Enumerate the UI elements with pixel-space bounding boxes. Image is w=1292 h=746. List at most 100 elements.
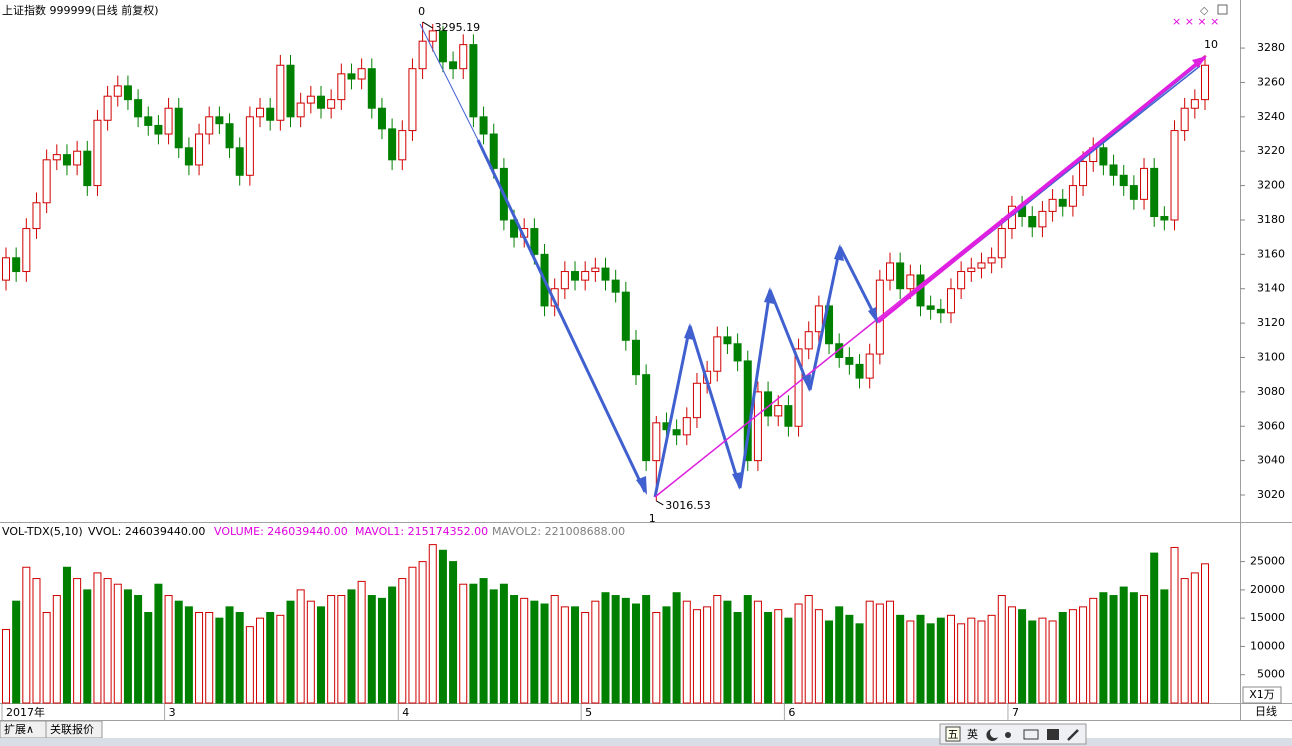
candle-body xyxy=(367,68,376,109)
volume-bar xyxy=(12,600,21,704)
wave-label: 1 xyxy=(649,512,656,525)
candle-body xyxy=(103,95,112,121)
ime-icon[interactable] xyxy=(1047,729,1059,740)
candle-body xyxy=(225,123,234,149)
candle-body xyxy=(1099,147,1108,166)
volume-bar xyxy=(896,614,905,704)
candle-body xyxy=(713,336,722,372)
candle-body xyxy=(774,405,783,417)
ime-icon[interactable] xyxy=(1023,729,1039,740)
x-tick-label: 7 xyxy=(1012,706,1019,719)
volume-bar xyxy=(1007,606,1016,704)
candle-body xyxy=(134,99,143,118)
candle-body xyxy=(144,116,153,126)
candle-body xyxy=(296,102,305,118)
candle-body xyxy=(997,228,1006,259)
candle-body xyxy=(286,64,295,118)
candle-body xyxy=(408,68,417,132)
volume-bar xyxy=(997,595,1006,704)
wave-line xyxy=(808,246,842,391)
volume-bar xyxy=(73,578,82,704)
candle-body xyxy=(845,356,854,365)
volume-bar xyxy=(205,612,214,704)
volume-bar xyxy=(286,600,295,704)
candle-body xyxy=(1140,167,1149,200)
volume-bar xyxy=(1170,546,1179,704)
candle-body xyxy=(591,267,600,273)
volume-bar xyxy=(327,595,336,704)
candle-body xyxy=(377,107,386,130)
volume-bar xyxy=(540,603,549,704)
period[interactable]: 日线 xyxy=(1255,704,1277,718)
volume-bar xyxy=(713,595,722,704)
price-label: 3295.19 xyxy=(435,21,481,34)
y-tick-label: 3040 xyxy=(1257,454,1285,467)
candle-body xyxy=(316,95,325,109)
volume-bar xyxy=(906,620,915,704)
candle-body xyxy=(1058,198,1067,207)
candle-body xyxy=(896,262,905,290)
volume-bar xyxy=(32,578,41,704)
candle-body xyxy=(621,291,630,341)
candle-body xyxy=(184,147,193,166)
candle-body xyxy=(987,257,996,264)
candle-body xyxy=(814,305,823,333)
tab-label[interactable]: 扩展∧ xyxy=(4,722,34,736)
volume-bar xyxy=(174,600,183,704)
wave-label: 10 xyxy=(1204,38,1218,51)
status-bar xyxy=(0,738,1292,746)
candle-body xyxy=(42,159,51,204)
volume-bar xyxy=(266,612,275,704)
candle-body xyxy=(164,107,173,135)
ime-label[interactable]: 英 xyxy=(967,727,978,741)
volume-bar xyxy=(977,620,986,704)
volume-header: VOL-TDX(5,10) xyxy=(2,525,83,538)
candle-body xyxy=(347,73,356,80)
volume-bar xyxy=(134,595,143,704)
volume-bar xyxy=(621,597,630,704)
volume-bar xyxy=(347,589,356,704)
candle-body xyxy=(479,116,488,135)
candle-body xyxy=(1119,174,1128,187)
arrow-head xyxy=(802,374,811,392)
arrow-head xyxy=(764,287,774,304)
ime-icon[interactable] xyxy=(945,726,961,742)
y-tick-label: 3280 xyxy=(1257,41,1285,54)
volume-bar xyxy=(306,600,315,704)
candle-body xyxy=(306,95,315,104)
candle-body xyxy=(865,353,874,379)
y-tick-label: 5000 xyxy=(1257,668,1285,681)
icon[interactable]: ◇ xyxy=(1200,4,1209,17)
volume-bar xyxy=(814,609,823,704)
candle-body xyxy=(510,219,519,238)
candle-body xyxy=(733,343,742,362)
arrow-head xyxy=(834,244,844,261)
volume-bar xyxy=(835,606,844,704)
ime-icon[interactable] xyxy=(1005,732,1011,738)
volume-bar xyxy=(276,614,285,704)
candle-body xyxy=(215,116,224,125)
ime-icon[interactable] xyxy=(1067,729,1079,741)
candle-body xyxy=(946,288,955,314)
candle-body xyxy=(1068,185,1077,207)
candle-body xyxy=(1129,185,1138,200)
tab-label[interactable]: 关联报价 xyxy=(50,722,94,736)
ime-icon[interactable] xyxy=(986,729,998,741)
volume-bar xyxy=(631,603,640,704)
y-tick-label: 25000 xyxy=(1250,555,1285,568)
candle-body xyxy=(1201,64,1209,101)
volume-bar xyxy=(438,549,447,704)
wave-line xyxy=(419,23,479,141)
volume-bar xyxy=(83,589,92,704)
candle-body xyxy=(926,305,935,310)
ime-label[interactable]: 五 xyxy=(948,728,959,741)
volume-bar xyxy=(1028,620,1037,704)
candle-body xyxy=(835,343,844,358)
volume-bar xyxy=(235,612,244,704)
volume-bar xyxy=(296,589,305,704)
volume-bar xyxy=(449,561,458,704)
candle-body xyxy=(337,73,346,101)
candle-body xyxy=(489,133,498,169)
icon[interactable] xyxy=(1217,4,1228,15)
volume-bar xyxy=(1058,612,1067,704)
